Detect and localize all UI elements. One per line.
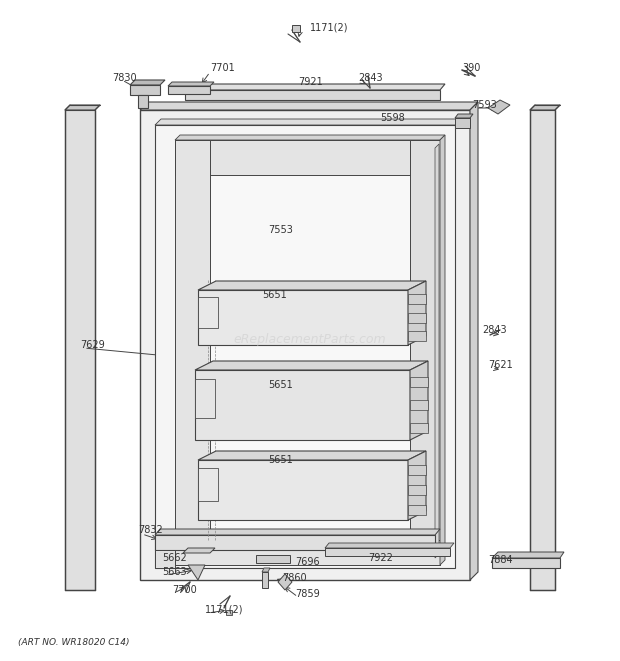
Text: 390: 390 [462,63,480,73]
Polygon shape [492,552,564,558]
Text: 2843: 2843 [358,73,383,83]
Polygon shape [198,468,218,501]
Text: 5663: 5663 [162,567,187,577]
Text: eReplacementParts.com: eReplacementParts.com [234,334,386,346]
Polygon shape [130,85,160,95]
Polygon shape [175,540,440,565]
Polygon shape [138,95,148,108]
Polygon shape [470,102,478,580]
Polygon shape [488,100,510,114]
Polygon shape [530,110,555,590]
Polygon shape [130,80,165,85]
Polygon shape [65,105,100,110]
Polygon shape [155,535,435,550]
Text: 7859: 7859 [295,589,320,599]
Text: 1171(2): 1171(2) [310,23,348,33]
Polygon shape [410,140,440,565]
Bar [410,400,428,410]
Polygon shape [175,140,210,565]
Polygon shape [155,550,175,568]
Polygon shape [325,543,454,548]
Polygon shape [435,144,439,558]
Text: 5651: 5651 [262,290,286,300]
Polygon shape [185,148,207,558]
Text: 7860: 7860 [282,573,307,583]
Polygon shape [185,148,435,168]
Polygon shape [185,84,445,90]
Text: 5598: 5598 [380,113,405,123]
Polygon shape [262,568,270,572]
Bar [410,423,428,434]
Polygon shape [198,451,426,460]
Text: (ART NO. WR18020 C14): (ART NO. WR18020 C14) [18,639,130,648]
Polygon shape [195,361,428,370]
Polygon shape [455,114,473,118]
Polygon shape [530,105,560,110]
Text: 5651: 5651 [268,455,293,465]
Polygon shape [226,610,232,615]
Polygon shape [140,110,470,580]
Polygon shape [440,135,445,565]
Polygon shape [185,90,440,100]
Text: 7884: 7884 [488,555,513,565]
Polygon shape [195,379,215,418]
Polygon shape [185,538,435,558]
Text: 7593: 7593 [472,100,497,110]
Text: 2843: 2843 [482,325,507,335]
Text: 7553: 7553 [268,225,293,235]
Text: 5651: 5651 [268,380,293,390]
Text: 7700: 7700 [172,585,197,595]
Text: 7830: 7830 [112,73,136,83]
Text: 1171(2): 1171(2) [205,605,244,615]
Polygon shape [140,102,478,110]
Text: 7621: 7621 [488,360,513,370]
Text: 7922: 7922 [368,553,393,563]
Bar [410,377,428,387]
Polygon shape [175,135,445,140]
Polygon shape [183,548,215,553]
Bar [408,294,426,304]
Polygon shape [492,558,560,568]
Polygon shape [256,555,290,563]
Polygon shape [175,140,440,175]
Text: 7696: 7696 [295,557,320,567]
Polygon shape [65,110,95,590]
Bar [408,331,426,341]
Polygon shape [413,148,435,558]
Polygon shape [168,86,210,94]
Polygon shape [278,574,292,590]
Polygon shape [198,297,218,328]
Text: 5662: 5662 [162,553,187,563]
Polygon shape [408,451,426,520]
Polygon shape [195,370,410,440]
Text: 7701: 7701 [210,63,235,73]
Text: 7832: 7832 [138,525,162,535]
Polygon shape [408,281,426,345]
Polygon shape [455,118,470,128]
Polygon shape [262,572,268,588]
Polygon shape [198,460,408,520]
Bar [408,505,426,515]
Polygon shape [168,82,214,86]
Polygon shape [188,565,205,580]
Polygon shape [292,25,300,32]
Bar [408,465,426,475]
Polygon shape [155,125,455,568]
Polygon shape [155,119,461,125]
Text: 7921: 7921 [298,77,323,87]
Polygon shape [207,168,413,538]
Text: 7629: 7629 [80,340,105,350]
Bar [408,485,426,495]
Polygon shape [198,290,408,345]
Polygon shape [410,361,428,440]
Polygon shape [155,529,440,535]
Bar [408,313,426,323]
Polygon shape [325,548,450,556]
Polygon shape [198,281,426,290]
